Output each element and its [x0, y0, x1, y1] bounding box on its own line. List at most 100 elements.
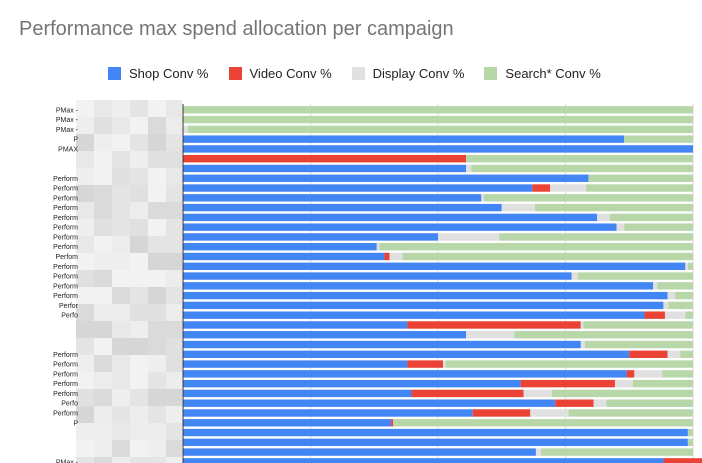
bar-segment-search — [499, 233, 693, 241]
legend-item-video[interactable]: Video Conv % — [228, 66, 332, 81]
redaction-block — [76, 355, 94, 372]
bar-segment-shop — [183, 164, 467, 173]
bar-segment-search — [541, 448, 693, 456]
redaction-block — [166, 304, 182, 321]
category-label: P — [73, 420, 78, 427]
redaction-block — [76, 423, 94, 440]
bar-segment-shop — [183, 399, 556, 407]
redaction-block — [94, 304, 112, 321]
redaction-block — [148, 423, 166, 440]
bar-segment-search — [183, 106, 693, 114]
bar-segment-shop — [183, 252, 385, 261]
redaction-block — [166, 219, 182, 236]
redaction-block — [76, 270, 94, 287]
bar-segment-shop — [183, 301, 664, 310]
redaction-block — [94, 168, 112, 185]
bar-segment-search — [445, 360, 693, 368]
bar-segment-search — [183, 115, 693, 124]
category-label: Perform — [53, 371, 78, 378]
category-label: Perform — [53, 186, 78, 193]
redaction-block — [130, 372, 148, 389]
category-label: Perform — [53, 244, 78, 251]
legend-item-search[interactable]: Search* Conv % — [484, 66, 601, 81]
redaction-block — [94, 457, 112, 463]
category-label: Perform — [53, 234, 78, 241]
bar-segment-video — [384, 252, 390, 261]
bar-segment-shop — [183, 243, 377, 251]
bar-segment-shop — [183, 311, 645, 319]
redaction-block — [166, 372, 182, 389]
bar-segment-shop — [183, 194, 482, 202]
redaction-block — [76, 372, 94, 389]
bar-segment-video — [555, 399, 594, 407]
redaction-block — [112, 253, 130, 270]
bar-segment-shop — [183, 419, 392, 427]
legend-item-shop[interactable]: Shop Conv % — [108, 66, 209, 81]
redaction-block — [166, 202, 182, 219]
bar-segment-shop — [183, 145, 693, 153]
bar-segment-search — [668, 301, 693, 310]
redaction-block — [112, 355, 130, 372]
redaction-block — [112, 287, 130, 304]
bar-segment-search — [588, 174, 693, 182]
category-label: Perform — [53, 225, 78, 232]
bar-segment-shop — [183, 428, 688, 437]
redaction-block — [130, 440, 148, 457]
bar-segment-shop — [183, 360, 408, 368]
redaction-block — [130, 304, 148, 321]
bar-segment-search — [534, 203, 693, 212]
bar-segment-video — [644, 311, 665, 319]
bar-segment-display — [616, 223, 625, 231]
bar-segment-display — [593, 399, 607, 407]
bar-segment-display — [481, 194, 484, 202]
redaction-block — [94, 355, 112, 372]
bar-segment-video — [520, 379, 615, 388]
redaction-block — [166, 440, 182, 457]
redaction-block — [76, 406, 94, 423]
redaction-block — [112, 440, 130, 457]
bar-segment-search — [632, 379, 693, 388]
bar-segment-search — [393, 419, 693, 427]
bar-segment-shop — [183, 282, 654, 290]
category-label: Perfo — [61, 401, 78, 408]
bar-segment-display — [389, 252, 403, 261]
bar-segment-shop — [183, 135, 625, 143]
bar-segment-video — [663, 458, 702, 463]
redaction-block — [166, 389, 182, 406]
redaction-block — [166, 117, 182, 134]
redaction-block — [148, 219, 166, 236]
redaction-block — [112, 457, 130, 463]
bar-segment-search — [402, 252, 693, 261]
bar-segment-search — [514, 331, 693, 339]
category-label: Perform — [53, 205, 78, 212]
bar-segment-search — [685, 311, 693, 319]
bar-segment-display — [443, 360, 446, 368]
legend-item-display[interactable]: Display Conv % — [351, 66, 464, 81]
bar-segment-video — [629, 350, 668, 358]
redaction-block — [112, 151, 130, 168]
bar-segment-search — [483, 194, 693, 202]
redaction-block — [94, 440, 112, 457]
redaction-block — [166, 100, 182, 117]
redaction-block — [130, 253, 148, 270]
redaction-block — [94, 185, 112, 202]
redaction-block — [130, 219, 148, 236]
bar-segment-display — [501, 203, 535, 212]
redaction-block — [130, 100, 148, 117]
redaction-block — [148, 338, 166, 355]
redaction-block — [148, 406, 166, 423]
redaction-block — [130, 202, 148, 219]
redaction-block — [76, 202, 94, 219]
bar-segment-display — [523, 389, 552, 398]
redaction-block — [130, 287, 148, 304]
bar-segment-search — [577, 272, 693, 280]
category-label: Perform — [53, 293, 78, 300]
legend-swatch-shop — [108, 67, 121, 80]
category-label: PMAX — [58, 146, 78, 153]
redaction-block — [112, 423, 130, 440]
chart-title: Performance max spend allocation per cam… — [19, 18, 454, 40]
category-label: Perform — [53, 215, 78, 222]
redaction-block — [76, 304, 94, 321]
bar-segment-shop — [183, 203, 502, 212]
bar-segment-shop — [183, 448, 536, 456]
